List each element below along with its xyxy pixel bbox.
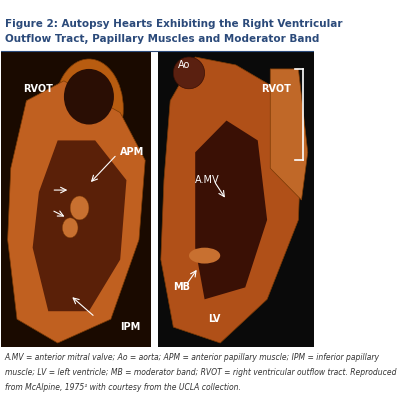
Text: A.MV: A.MV xyxy=(195,175,220,185)
Text: Ao: Ao xyxy=(178,60,190,70)
Text: MB: MB xyxy=(173,282,190,292)
Ellipse shape xyxy=(64,69,114,124)
Polygon shape xyxy=(161,57,302,343)
Ellipse shape xyxy=(173,57,204,89)
Bar xyxy=(1,51,152,347)
Text: Figure 2: Autopsy Hearts Exhibiting the Right Ventricular: Figure 2: Autopsy Hearts Exhibiting the … xyxy=(4,19,342,29)
Text: from McAlpine, 1975¹ with courtesy from the UCLA collection.: from McAlpine, 1975¹ with courtesy from … xyxy=(4,383,240,392)
Text: LV: LV xyxy=(208,314,220,324)
Text: Outflow Tract, Papillary Muscles and Moderator Band: Outflow Tract, Papillary Muscles and Mod… xyxy=(4,34,319,44)
Text: RVOT: RVOT xyxy=(23,84,53,94)
Text: A.MV = anterior mitral valve; Ao = aorta; APM = anterior papillary muscle; IPM =: A.MV = anterior mitral valve; Ao = aorta… xyxy=(4,353,380,362)
Polygon shape xyxy=(33,140,126,311)
Text: muscle; LV = left ventricle; MB = moderator band; RVOT = right ventricular outfl: muscle; LV = left ventricle; MB = modera… xyxy=(4,368,396,377)
Polygon shape xyxy=(195,120,267,299)
Text: RVOT: RVOT xyxy=(261,84,291,94)
Text: IPM: IPM xyxy=(120,322,140,332)
Circle shape xyxy=(62,218,78,238)
Bar xyxy=(158,51,314,347)
Polygon shape xyxy=(8,81,145,343)
Text: APM: APM xyxy=(120,147,144,157)
Polygon shape xyxy=(270,69,308,200)
Ellipse shape xyxy=(189,248,220,264)
Circle shape xyxy=(70,196,89,220)
Ellipse shape xyxy=(54,59,123,158)
